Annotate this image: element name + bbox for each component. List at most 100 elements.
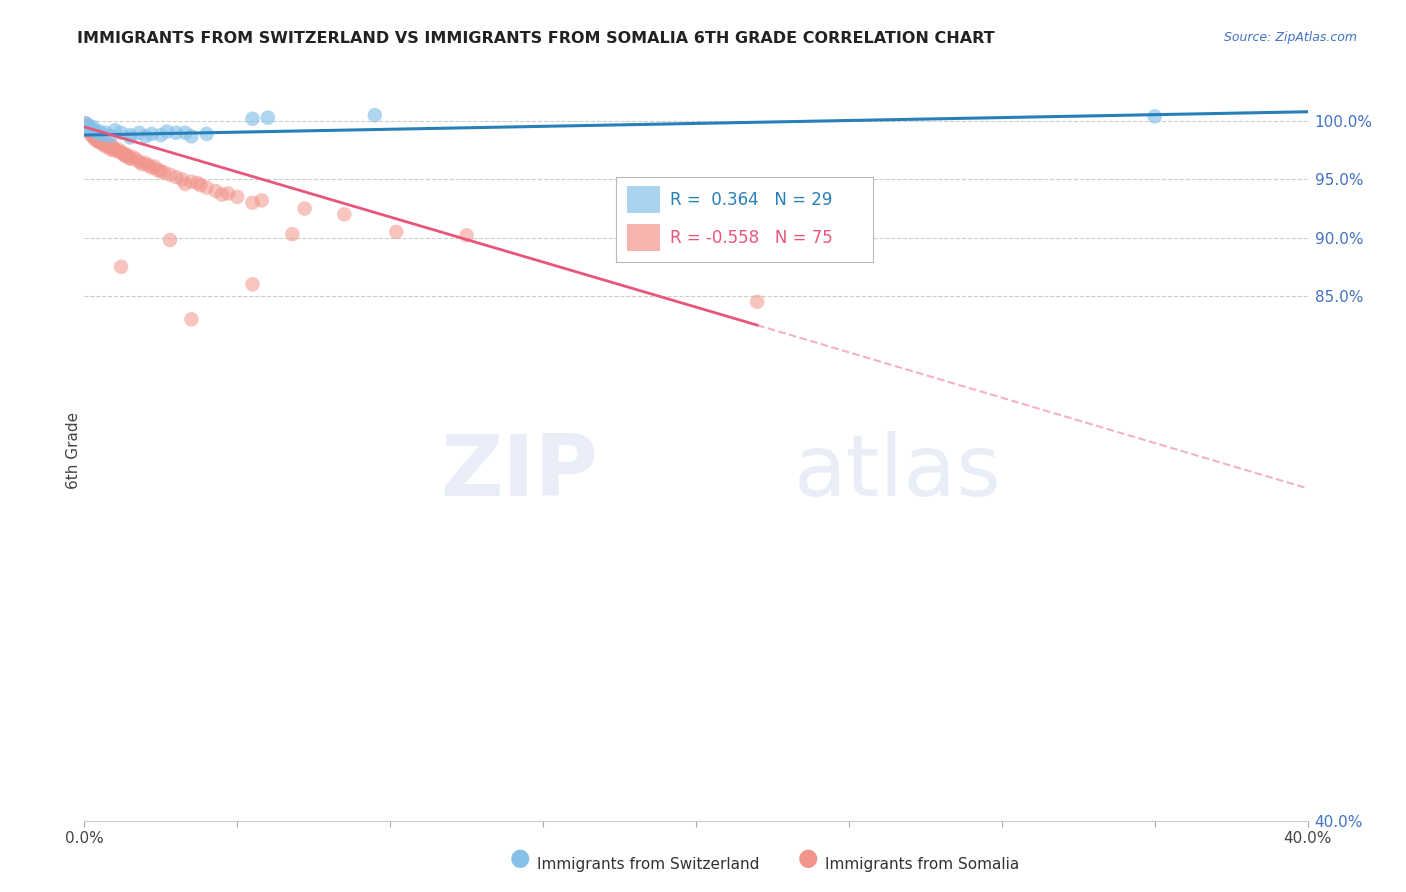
Point <box>242 277 264 292</box>
Point <box>141 161 163 175</box>
Point <box>226 190 249 204</box>
Text: ●: ● <box>799 846 818 870</box>
Point <box>257 111 280 125</box>
Point <box>93 138 115 153</box>
Point <box>89 125 111 139</box>
Point <box>108 143 131 157</box>
Point <box>110 126 132 140</box>
Point <box>87 131 110 145</box>
Point <box>103 143 125 157</box>
Point <box>104 142 127 156</box>
Point <box>159 168 181 182</box>
Point <box>122 150 145 164</box>
Point <box>86 134 108 148</box>
Point <box>120 128 142 142</box>
Point <box>456 228 478 243</box>
Point <box>86 130 108 145</box>
Point <box>80 126 103 140</box>
Point <box>90 136 112 151</box>
Point <box>172 172 194 186</box>
Point <box>91 135 114 149</box>
Point <box>75 116 97 130</box>
Point <box>195 127 218 141</box>
Point <box>165 126 187 140</box>
Point <box>87 135 110 149</box>
Point <box>80 122 103 136</box>
Point <box>205 184 228 198</box>
Point <box>138 158 160 172</box>
Point <box>80 128 103 142</box>
Point <box>86 126 108 140</box>
Point <box>180 129 202 144</box>
Point <box>104 123 127 137</box>
Point <box>281 227 304 242</box>
Point <box>112 148 135 162</box>
Point <box>98 142 121 156</box>
Point <box>82 120 104 134</box>
Point <box>135 129 157 144</box>
Point <box>250 194 273 208</box>
Text: Immigrants from Switzerland: Immigrants from Switzerland <box>537 857 759 872</box>
Point <box>146 163 169 178</box>
Point <box>180 312 202 326</box>
Point <box>120 130 142 145</box>
Point <box>153 165 176 179</box>
Point <box>101 138 124 153</box>
Point <box>115 148 138 162</box>
Point <box>128 126 150 140</box>
Point <box>84 123 107 137</box>
Text: IMMIGRANTS FROM SWITZERLAND VS IMMIGRANTS FROM SOMALIA 6TH GRADE CORRELATION CHA: IMMIGRANTS FROM SWITZERLAND VS IMMIGRANT… <box>77 31 995 46</box>
Point <box>211 187 233 202</box>
Point <box>120 152 142 166</box>
Point <box>159 233 181 247</box>
Point <box>79 126 101 140</box>
Point <box>333 207 356 221</box>
Point <box>385 225 408 239</box>
Point <box>83 131 105 145</box>
Point <box>1143 110 1166 124</box>
Point <box>110 145 132 160</box>
Text: atlas: atlas <box>794 431 1002 514</box>
Point <box>174 177 197 191</box>
Point <box>217 186 239 201</box>
Point <box>107 145 129 159</box>
Point <box>79 121 101 136</box>
Point <box>120 152 142 166</box>
Point <box>149 164 172 178</box>
Point <box>125 153 148 167</box>
Text: Immigrants from Somalia: Immigrants from Somalia <box>825 857 1019 872</box>
Point <box>180 175 202 189</box>
Point <box>112 146 135 161</box>
Point <box>96 140 118 154</box>
Point <box>135 156 157 170</box>
Point <box>364 108 387 122</box>
Point <box>747 294 769 309</box>
Point <box>77 121 100 136</box>
Point <box>195 180 218 194</box>
Point <box>156 125 179 139</box>
Point <box>101 140 124 154</box>
Point <box>89 133 111 147</box>
Point <box>174 126 197 140</box>
Point <box>190 178 212 193</box>
Point <box>84 129 107 144</box>
Point <box>294 202 316 216</box>
Point <box>141 127 163 141</box>
Point <box>77 122 100 136</box>
Point <box>76 120 98 134</box>
Point <box>94 137 117 152</box>
Point <box>98 129 121 144</box>
Point <box>83 127 105 141</box>
Point <box>91 134 114 148</box>
Point <box>131 157 153 171</box>
Point <box>76 120 98 134</box>
Point <box>149 128 172 142</box>
Point <box>242 195 264 210</box>
Point <box>91 128 114 142</box>
Text: Source: ZipAtlas.com: Source: ZipAtlas.com <box>1223 31 1357 45</box>
Point <box>186 176 208 190</box>
Point <box>94 126 117 140</box>
Point <box>77 119 100 133</box>
Point <box>114 149 136 163</box>
Point <box>79 123 101 137</box>
